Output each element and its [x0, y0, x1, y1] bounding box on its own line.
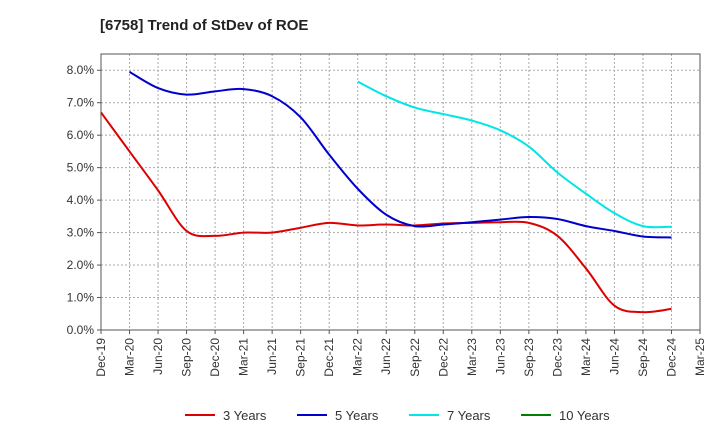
x-tick-label: Dec-20	[208, 338, 222, 377]
y-tick-label: 1.0%	[67, 291, 95, 305]
x-tick-label: Jun-20	[151, 338, 165, 375]
series-line-2	[129, 70, 672, 239]
x-tick-label: Dec-19	[94, 338, 108, 377]
series-lines	[100, 70, 672, 314]
x-tick-label: Sep-24	[636, 338, 650, 377]
legend-label-1: 3 Years	[223, 408, 267, 423]
y-tick-label: 4.0%	[67, 193, 95, 207]
y-tick-labels: 0.0% 1.0% 2.0% 3.0% 4.0% 5.0% 6.0% 7.0% 8.0%	[67, 63, 95, 337]
x-tick-label: Dec-24	[664, 338, 678, 377]
x-tick-label: Mar-24	[579, 338, 593, 376]
x-tick-label: Sep-20	[180, 338, 194, 377]
x-tick-label: Jun-22	[379, 338, 393, 375]
x-tick-label: Jun-23	[493, 338, 507, 375]
x-tick-label: Jun-24	[607, 338, 621, 375]
series-line-3	[357, 80, 672, 229]
x-tick-label: Mar-23	[465, 338, 479, 376]
legend-label-4: 10 Years	[559, 408, 610, 423]
x-tick-label: Dec-22	[436, 338, 450, 377]
series-line-1	[100, 111, 672, 314]
y-tick-label: 8.0%	[67, 63, 95, 77]
x-tick-label: Mar-20	[123, 338, 137, 376]
y-tick-label: 2.0%	[67, 258, 95, 272]
x-tick-labels: Dec-19 Mar-20 Jun-20 Sep-20 Dec-20 Mar-21 Jun-…	[94, 338, 707, 377]
x-tick-label: Mar-22	[351, 338, 365, 376]
y-tick-label: 7.0%	[67, 96, 95, 110]
x-tick-label: Dec-23	[550, 338, 564, 377]
chart-title: [6758] Trend of StDev of ROE	[100, 17, 308, 34]
x-tick-label: Jun-21	[265, 338, 279, 375]
legend-label-2: 5 Years	[335, 408, 379, 423]
y-tick-label: 5.0%	[67, 161, 95, 175]
x-tick-label: Dec-21	[322, 338, 336, 377]
x-tick-label: Mar-25	[693, 338, 707, 376]
grid-lines	[101, 54, 700, 330]
y-tick-label: 0.0%	[67, 323, 95, 337]
x-tick-label: Sep-23	[522, 338, 536, 377]
legend: 3 Years 5 Years 7 Years 10 Years	[185, 408, 610, 423]
x-tick-label: Sep-21	[294, 338, 308, 377]
x-tick-label: Mar-21	[237, 338, 251, 376]
y-tick-label: 6.0%	[67, 128, 95, 142]
y-tick-label: 3.0%	[67, 226, 95, 240]
axes	[97, 53, 701, 334]
x-tick-label: Sep-22	[408, 338, 422, 377]
plot-area-frame	[100, 53, 701, 331]
legend-label-3: 7 Years	[447, 408, 491, 423]
